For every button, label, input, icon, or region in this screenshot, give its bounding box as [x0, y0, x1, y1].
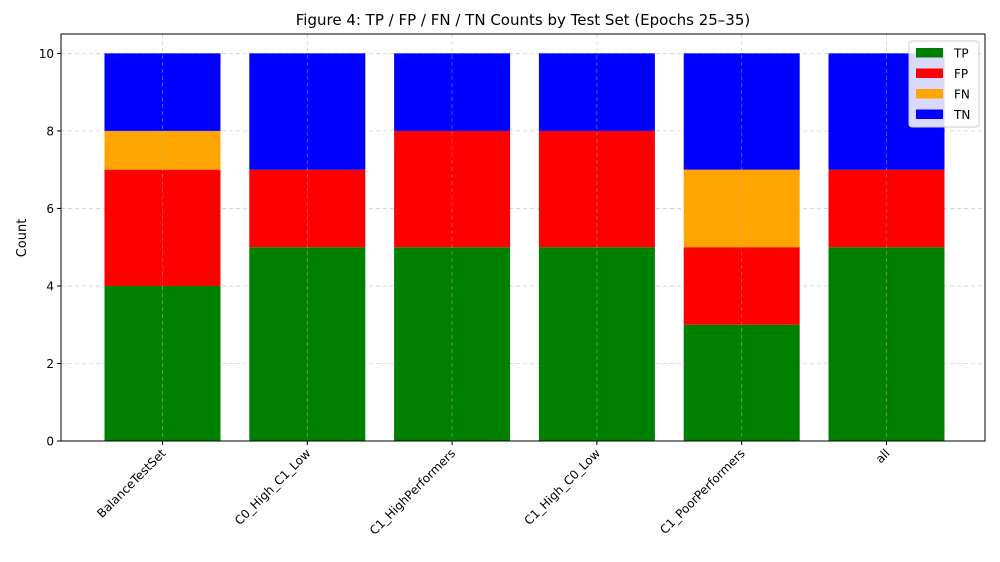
- y-axis-ticks: 0 2 4 6 8 10: [39, 47, 61, 449]
- legend: TP FP FN TN: [908, 40, 980, 128]
- legend-box: [908, 40, 980, 128]
- legend-swatch-fn: [916, 89, 943, 99]
- legend-swatch-tn: [916, 109, 943, 119]
- legend-swatch-tp: [916, 48, 943, 58]
- y-axis-label: Count: [15, 219, 30, 258]
- legend-label-fn: FN: [954, 88, 970, 102]
- plot-frame: [60, 33, 986, 442]
- chart-title: Figure 4: TP / FP / FN / TN Counts by Te…: [296, 11, 750, 29]
- legend-swatch-fp: [916, 68, 943, 78]
- legend-label-tn: TN: [953, 108, 970, 122]
- y-tick-label: 10: [39, 47, 54, 61]
- y-tick-label: 4: [46, 279, 54, 293]
- y-tick-label: 6: [46, 202, 54, 216]
- legend-label-tp: TP: [953, 47, 969, 61]
- x-tick-label: BalanceTestSet: [94, 446, 169, 521]
- y-tick-label: 0: [46, 435, 54, 449]
- x-tick-label: C0_High_C1_Low: [232, 446, 314, 528]
- x-tick-label: C1_High_C0_Low: [522, 446, 604, 528]
- x-tick-label: C1_PoorPerformers: [657, 446, 748, 537]
- x-axis-ticks: BalanceTestSet C0_High_C1_Low C1_HighPerfo…: [94, 441, 893, 538]
- bars: [104, 34, 945, 441]
- x-tick-label: C1_HighPerformers: [367, 446, 458, 537]
- y-tick-label: 8: [46, 124, 54, 138]
- y-tick-label: 2: [46, 357, 54, 371]
- legend-label-fp: FP: [954, 67, 968, 81]
- x-tick-label: all: [873, 446, 893, 466]
